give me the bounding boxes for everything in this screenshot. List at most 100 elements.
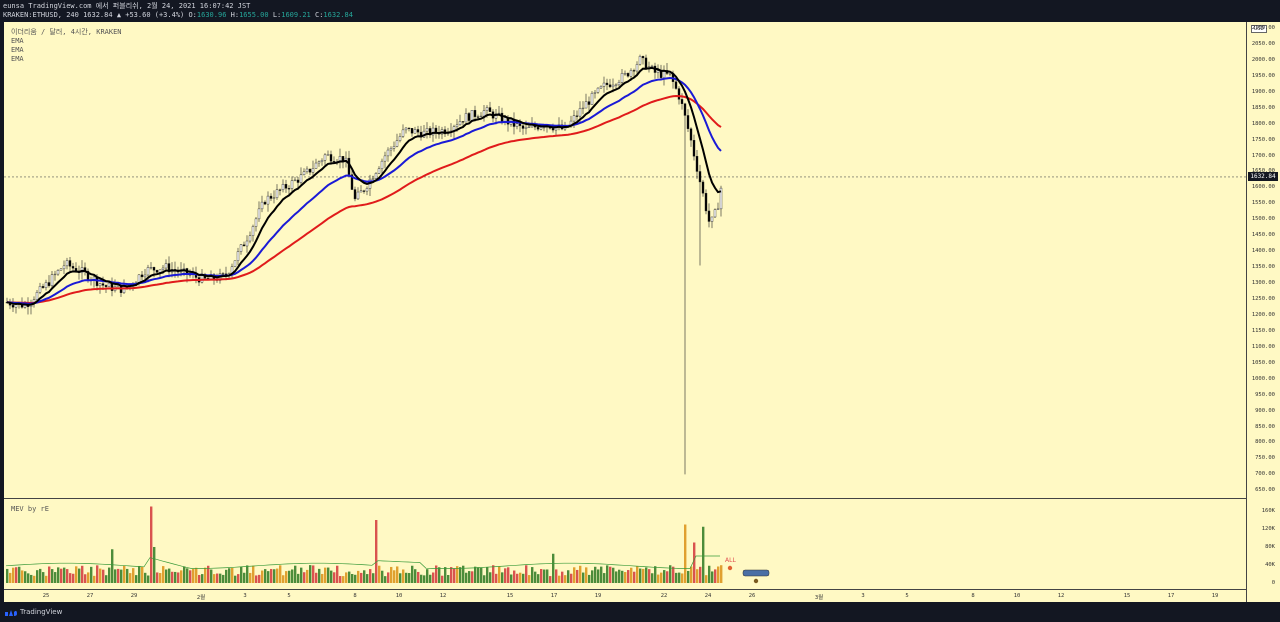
symbol-ohlc-line: KRAKEN:ETHUSD, 240 1632.84 ▲ +53.60 (+3.… [3,11,353,20]
volume-bar [258,574,261,583]
volume-bar [165,569,168,583]
legend-ema-2[interactable]: EMA [11,46,24,54]
volume-bar [90,566,93,583]
high-value: 1655.00 [239,11,269,19]
volume-bar [240,566,243,583]
candle-body [518,123,522,126]
volume-bar [180,570,183,583]
candle-body [623,73,627,75]
candle-body [47,282,51,286]
volume-bar [570,573,573,583]
volume-bar [357,570,360,583]
volume-bar [372,573,375,583]
candle-body [11,304,15,308]
currency-label[interactable]: USD [1251,25,1267,33]
candle-body [281,184,285,190]
volume-bar [288,570,291,583]
candle-body [287,188,291,190]
volume-bar [225,569,228,583]
volume-bar [330,570,333,583]
candle-body [290,180,294,189]
volume-bar [510,574,513,583]
volume-bar [627,570,630,583]
current-price-label: 1632.84 [1248,172,1278,182]
volume-bar [441,575,444,583]
candle-body [389,148,393,151]
volume-bar [54,572,57,583]
volume-bar [45,575,48,583]
volume-tick-label: 0 [1271,580,1275,586]
candle-body [614,84,618,86]
tradingview-logo-icon [5,610,17,616]
volume-bar [537,574,540,583]
volume-bar [618,569,621,583]
volume-bar [573,567,576,583]
volume-bar [102,569,105,583]
candle-body [500,112,504,123]
price-tick-label: 1800.00 [1251,120,1275,127]
legend-ema-1[interactable]: EMA [11,37,24,45]
volume-bar [360,572,363,583]
volume-bar [456,566,459,583]
price-tick-label: 1550.00 [1251,200,1275,207]
price-tick-label: 2050.00 [1251,40,1275,47]
volume-bar [621,570,624,583]
volume-bar [261,570,264,583]
legend-ema-3[interactable]: EMA [11,55,24,63]
volume-bar [702,526,705,583]
volume-bar [114,569,117,583]
volume-bar [303,572,306,583]
volume-bar [687,570,690,583]
candle-body [143,274,147,278]
price-axis[interactable]: USD 2100.00 2050.00 2000.00 1950.00 1900.00 1… [1246,22,1280,602]
volume-bar [15,567,18,583]
candle-body [686,115,690,129]
candle-body [299,174,303,183]
volume-bar [417,571,420,583]
pane-separator[interactable] [4,498,1246,499]
symbol[interactable]: KRAKEN:ETHUSD, 240 [3,11,79,19]
volume-bar [189,570,192,583]
volume-bar [609,566,612,583]
volume-bar [99,568,102,583]
chart-pane[interactable]: ALL 이더리움 / 달러, 4시간, KRAKEN EMA EMA EMA M… [4,22,1246,602]
candle-body [488,107,492,112]
volume-bar [501,572,504,583]
price-chart-canvas[interactable]: ALL [4,22,1246,602]
candle-body [644,57,648,70]
volume-bar [195,567,198,583]
volume-indicator-label[interactable]: MEV by rE [11,505,49,513]
candle-body [248,235,252,242]
volume-bar [210,569,213,583]
volume-bar [315,572,318,583]
candle-body [278,189,282,191]
volume-bar [540,569,543,583]
volume-bar [375,520,378,583]
time-tick-label: 12 [1057,593,1065,599]
candle-body [104,285,108,287]
candle-body [650,65,654,68]
volume-bar [576,569,579,583]
tradingview-logo[interactable]: TradingView [5,608,62,616]
volume-bar [282,575,285,583]
candle-body [434,127,438,133]
volume-bar [564,575,567,583]
candle-body [467,113,471,121]
candle-body [317,161,321,164]
candle-body [71,266,75,269]
candle-body [539,127,543,130]
volume-bar [231,567,234,583]
candle-body [380,160,384,169]
volume-bar [147,575,150,583]
volume-bar [366,574,369,583]
volume-bar [432,572,435,583]
volume-bar [654,566,657,583]
time-axis[interactable]: 25 27 29 2월 3 5 8 10 12 15 17 19 22 24 26 3월 3 5 8 10 12 15 17… [4,589,1246,603]
volume-bar [33,575,36,583]
volume-bar [150,506,153,583]
candle-body [710,216,714,222]
volume-bar [279,565,282,583]
volume-bar [495,573,498,583]
volume-bar [384,576,387,583]
candle-body [575,115,579,117]
